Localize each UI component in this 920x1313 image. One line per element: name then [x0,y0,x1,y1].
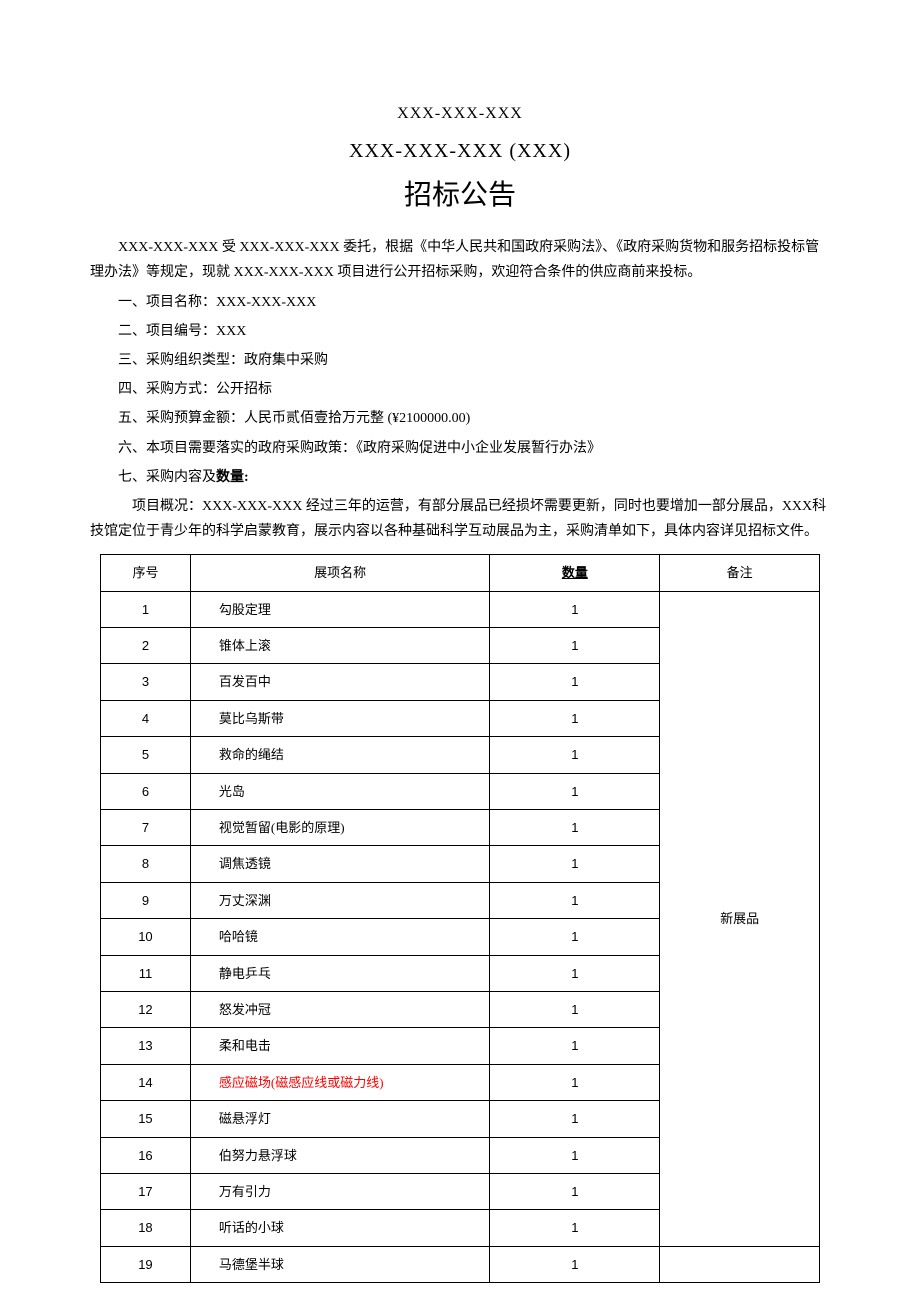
header-remark: 备注 [660,555,820,591]
cell-qty: 1 [490,664,660,700]
cell-name: 百发百中 [190,664,490,700]
cell-seq: 5 [101,737,191,773]
cell-name: 锥体上滚 [190,628,490,664]
item-3: 三、采购组织类型：政府集中采购 [90,348,830,373]
project-overview: 项目概况：XXX-XXX-XXX 经过三年的运营，有部分展品已经损坏需要更新，同… [90,494,830,544]
cell-name: 视觉暂留(电影的原理) [190,809,490,845]
cell-seq: 4 [101,700,191,736]
cell-remark-merged: 新展品 [660,591,820,1246]
cell-name: 怒发冲冠 [190,991,490,1027]
cell-seq: 16 [101,1137,191,1173]
table-body: 1勾股定理1新展品2锥体上滚13百发百中14莫比乌斯带15救命的绳结16光岛17… [101,591,820,1282]
cell-seq: 14 [101,1064,191,1100]
header-seq: 序号 [101,555,191,591]
cell-name: 感应磁场(磁感应线或磁力线) [190,1064,490,1100]
cell-seq: 15 [101,1101,191,1137]
cell-name: 万丈深渊 [190,882,490,918]
cell-qty: 1 [490,773,660,809]
cell-name: 救命的绳结 [190,737,490,773]
cell-seq: 12 [101,991,191,1027]
intro-paragraph: XXX-XXX-XXX 受 XXX-XXX-XXX 委托，根据《中华人民共和国政… [90,235,830,285]
header-code-2: XXX-XXX-XXX (XXX) [90,133,830,169]
cell-name: 勾股定理 [190,591,490,627]
cell-name: 莫比乌斯带 [190,700,490,736]
cell-qty: 1 [490,1101,660,1137]
cell-seq: 9 [101,882,191,918]
document-title: 招标公告 [90,171,830,221]
cell-name: 磁悬浮灯 [190,1101,490,1137]
cell-seq: 6 [101,773,191,809]
procurement-table: 序号 展项名称 数量 备注 1勾股定理1新展品2锥体上滚13百发百中14莫比乌斯… [100,554,820,1283]
header-code-1: XXX-XXX-XXX [90,100,830,129]
cell-qty: 1 [490,1028,660,1064]
cell-seq: 3 [101,664,191,700]
cell-qty: 1 [490,1173,660,1209]
cell-seq: 8 [101,846,191,882]
table-header-row: 序号 展项名称 数量 备注 [101,555,820,591]
cell-qty: 1 [490,700,660,736]
cell-qty: 1 [490,991,660,1027]
cell-qty: 1 [490,882,660,918]
item-5: 五、采购预算金额：人民币贰佰壹拾万元整 (¥2100000.00) [90,406,830,431]
cell-qty: 1 [490,737,660,773]
cell-seq: 2 [101,628,191,664]
item-7-prefix: 七、采购内容及 [118,470,216,485]
cell-seq: 10 [101,919,191,955]
cell-qty: 1 [490,809,660,845]
cell-name: 哈哈镜 [190,919,490,955]
cell-seq: 18 [101,1210,191,1246]
header-name: 展项名称 [190,555,490,591]
table-row: 1勾股定理1新展品 [101,591,820,627]
cell-name: 光岛 [190,773,490,809]
item-4: 四、采购方式：公开招标 [90,377,830,402]
cell-seq: 7 [101,809,191,845]
item-2: 二、项目编号：XXX [90,319,830,344]
cell-qty: 1 [490,919,660,955]
header-qty-text: 数量 [562,565,588,580]
cell-qty: 1 [490,955,660,991]
cell-remark [660,1246,820,1282]
cell-seq: 17 [101,1173,191,1209]
cell-qty: 1 [490,1137,660,1173]
item-1: 一、项目名称：XXX-XXX-XXX [90,290,830,315]
cell-name: 伯努力悬浮球 [190,1137,490,1173]
item-6: 六、本项目需要落实的政府采购政策：《政府采购促进中小企业发展暂行办法》 [90,436,830,461]
header-qty: 数量 [490,555,660,591]
cell-name: 调焦透镜 [190,846,490,882]
cell-name: 万有引力 [190,1173,490,1209]
cell-qty: 1 [490,1210,660,1246]
cell-qty: 1 [490,628,660,664]
cell-qty: 1 [490,1246,660,1282]
item-7-bold: 数量: [216,470,249,485]
cell-seq: 19 [101,1246,191,1282]
cell-name: 静电乒乓 [190,955,490,991]
cell-qty: 1 [490,591,660,627]
cell-qty: 1 [490,846,660,882]
cell-seq: 1 [101,591,191,627]
cell-seq: 11 [101,955,191,991]
cell-name: 听话的小球 [190,1210,490,1246]
item-7: 七、采购内容及数量: [90,465,830,490]
table-row: 19马德堡半球1 [101,1246,820,1282]
cell-seq: 13 [101,1028,191,1064]
cell-qty: 1 [490,1064,660,1100]
cell-name: 马德堡半球 [190,1246,490,1282]
cell-name: 柔和电击 [190,1028,490,1064]
